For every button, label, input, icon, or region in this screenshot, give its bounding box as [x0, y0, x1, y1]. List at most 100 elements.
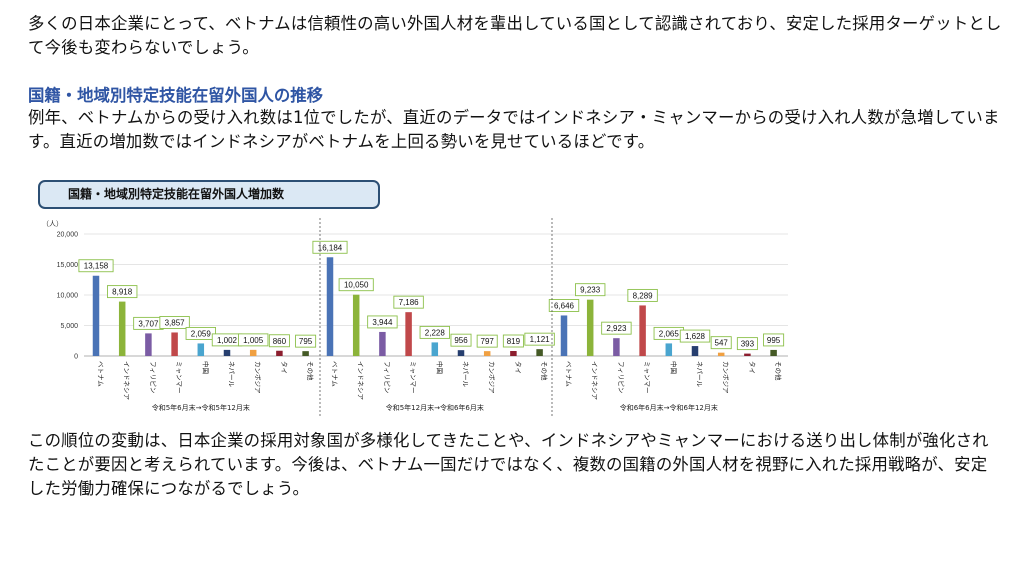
- bar-3-6: [691, 346, 699, 356]
- data-label-box: [601, 321, 632, 335]
- data-label: 956: [454, 336, 468, 345]
- data-label: 1,002: [217, 336, 238, 345]
- data-label-box: [476, 334, 498, 348]
- category-label: タイ: [748, 361, 757, 374]
- data-label: 2,065: [659, 329, 680, 338]
- category-label: インドネシア: [123, 361, 131, 401]
- bar-1-3: [145, 333, 152, 356]
- bar-1-8: [276, 350, 283, 356]
- category-label: ミャンマー: [175, 361, 183, 394]
- data-label-box: [312, 240, 348, 254]
- bar-3-4: [639, 305, 646, 356]
- data-label-box: [295, 334, 317, 348]
- data-label: 819: [507, 337, 521, 346]
- bar-3-2: [586, 299, 594, 356]
- data-label: 7,186: [399, 298, 420, 307]
- category-label: インドネシア: [357, 361, 365, 401]
- data-label-box: [159, 316, 190, 329]
- data-label: 795: [299, 337, 313, 346]
- category-label: フィリピン: [149, 361, 157, 393]
- data-label-box: [548, 299, 580, 312]
- category-label: ベトナム: [565, 361, 573, 387]
- bar-2-9: [536, 349, 543, 356]
- chart-figure: （人） 0 5,000 10,000 15,000 20,000 13,158 ベトナム 8,9…: [28, 172, 798, 422]
- y-tick-label: 15,000: [57, 262, 79, 269]
- data-label-box: [679, 329, 711, 343]
- bar-2-7: [483, 351, 491, 356]
- category-label: ネパール: [696, 361, 704, 388]
- data-label: 2,059: [191, 329, 212, 338]
- data-label: 547: [715, 339, 729, 348]
- period-label: 令和5年12月末→令和6年6月末: [386, 403, 484, 412]
- body-paragraph-1: 例年、ベトナムからの受け入れ数は1位でしたが、直近のデータではインドネシア・ミャ…: [28, 108, 1000, 151]
- section-heading: 国籍・地域別特定技能在留外国人の推移: [28, 86, 324, 105]
- bar-chart: （人） 0 5,000 10,000 15,000 20,000 13,158 ベトナム 8,9…: [42, 218, 788, 418]
- category-label: カンボジア: [254, 361, 262, 394]
- category-label: 中国: [669, 361, 678, 374]
- category-label: ミャンマー: [643, 361, 651, 394]
- bar-3-5: [665, 343, 673, 356]
- data-label: 16,184: [318, 243, 343, 252]
- data-label: 3,707: [138, 319, 159, 328]
- data-label: 2,923: [606, 324, 627, 333]
- data-label: 2,228: [425, 328, 446, 337]
- data-label-box: [502, 334, 524, 348]
- bar-1-5: [197, 343, 205, 356]
- bar-2-2: [352, 294, 360, 356]
- category-label: タイ: [514, 361, 523, 374]
- category-label: ネパール: [462, 361, 470, 388]
- category-label: ベトナム: [97, 361, 105, 387]
- data-label-box: [450, 333, 472, 347]
- body-paragraph-2: この順位の変動は、日本企業の採用対象国が多様化してきたことや、インドネシアやミャ…: [28, 431, 989, 498]
- bar-3-9: [770, 349, 777, 356]
- bar-2-6: [457, 350, 465, 356]
- data-label: 8,289: [633, 291, 654, 300]
- data-label-box: [393, 295, 424, 309]
- category-label: 中国: [435, 361, 444, 374]
- bar-3-8: [744, 353, 751, 356]
- data-label-box: [78, 259, 114, 273]
- category-label: カンボジア: [722, 361, 730, 394]
- bar-2-5: [431, 342, 439, 356]
- bar-2-8: [510, 351, 517, 356]
- data-label-box: [710, 336, 732, 350]
- data-label-box: [763, 333, 785, 347]
- intro-paragraph: 多くの日本企業にとって、ベトナムは信頼性の高い外国人材を輩出している国として認識…: [28, 14, 1002, 57]
- data-label-box: [106, 285, 138, 299]
- category-label: 中国: [201, 361, 210, 374]
- bar-3-7: [717, 352, 725, 356]
- y-tick-label: 20,000: [57, 232, 79, 239]
- data-label-box: [736, 337, 758, 351]
- bar-3-1: [560, 315, 568, 356]
- data-label: 9,233: [580, 286, 601, 295]
- period-label: 令和6年6月末→令和6年12月末: [620, 403, 718, 412]
- category-label: カンボジア: [488, 361, 496, 394]
- category-label: フィリピン: [383, 361, 391, 393]
- data-label: 1,628: [685, 332, 706, 341]
- data-label: 3,944: [372, 318, 393, 327]
- data-label-box: [237, 333, 269, 347]
- bar-1-1: [92, 275, 100, 356]
- category-label: インドネシア: [591, 361, 599, 401]
- category-label: ミャンマー: [409, 361, 417, 394]
- data-label: 8,918: [112, 288, 133, 297]
- category-label: ベトナム: [331, 361, 339, 387]
- bar-2-3: [379, 331, 386, 356]
- data-label: 393: [741, 340, 755, 349]
- category-label: その他: [306, 361, 315, 381]
- data-label: 3,857: [165, 318, 186, 327]
- period-label: 令和5年6月末→令和5年12月末: [152, 403, 250, 412]
- data-label: 6,646: [554, 301, 575, 310]
- bar-1-9: [302, 351, 309, 356]
- data-label-box: [338, 278, 374, 292]
- category-label: タイ: [280, 361, 289, 374]
- category-label: フィリピン: [617, 361, 625, 393]
- data-label-box: [627, 288, 658, 302]
- category-label: ネパール: [228, 361, 236, 388]
- data-label: 10,050: [344, 281, 369, 290]
- data-label-box: [419, 325, 450, 339]
- category-label: その他: [540, 361, 549, 381]
- bar-2-1: [326, 257, 334, 356]
- data-label-box: [524, 332, 555, 346]
- bar-2-4: [405, 312, 412, 356]
